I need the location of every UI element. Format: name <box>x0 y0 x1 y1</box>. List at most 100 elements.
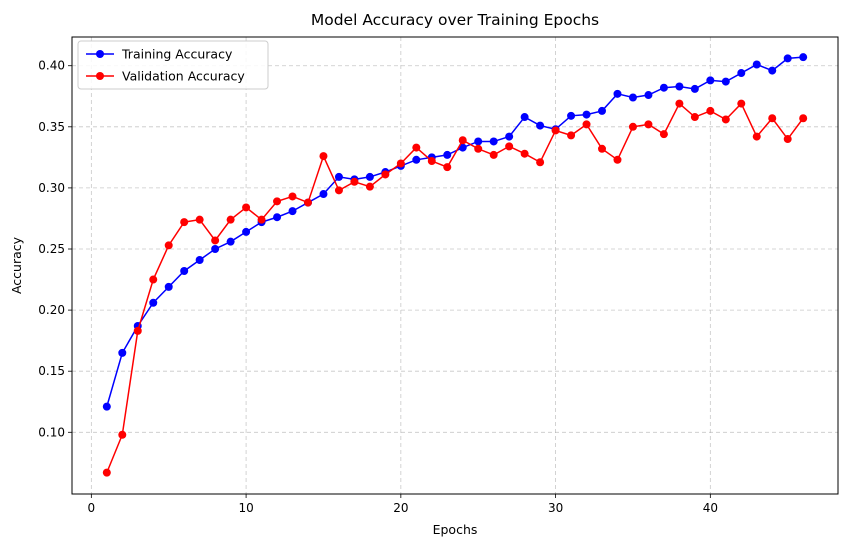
data-point-validation-accuracy <box>675 99 684 108</box>
data-point-training-accuracy <box>644 91 653 100</box>
data-point-training-accuracy <box>659 83 668 92</box>
data-point-training-accuracy <box>721 77 730 86</box>
data-point-training-accuracy <box>489 137 498 146</box>
data-point-training-accuracy <box>783 54 792 63</box>
data-point-training-accuracy <box>365 172 374 181</box>
data-point-training-accuracy <box>334 172 343 181</box>
axis-ticks: 0 10 20 30 40 0.10 0.15 0.20 0.25 0.30 0.35 0.40 <box>38 59 718 515</box>
data-point-validation-accuracy <box>737 99 746 108</box>
y-tick-label: 0.40 <box>38 59 65 73</box>
x-tick-label: 0 <box>88 501 96 515</box>
data-point-validation-accuracy <box>520 149 529 158</box>
data-point-training-accuracy <box>412 155 421 164</box>
plot-frame <box>71 36 839 495</box>
data-point-validation-accuracy <box>242 203 251 212</box>
data-point-training-accuracy <box>180 266 189 275</box>
data-point-validation-accuracy <box>365 182 374 191</box>
x-tick-label: 30 <box>548 501 563 515</box>
data-point-training-accuracy <box>628 93 637 102</box>
data-point-training-accuracy <box>319 190 328 199</box>
data-point-validation-accuracy <box>164 241 173 250</box>
data-point-training-accuracy <box>613 89 622 98</box>
chart-title: Model Accuracy over Training Epochs <box>311 11 599 29</box>
y-tick-label: 0.30 <box>38 181 65 195</box>
legend-marker-training <box>96 50 104 58</box>
data-point-validation-accuracy <box>226 215 235 224</box>
data-point-training-accuracy <box>273 213 282 222</box>
data-point-validation-accuracy <box>721 115 730 124</box>
data-point-training-accuracy <box>458 143 467 152</box>
data-point-validation-accuracy <box>505 142 514 151</box>
data-point-validation-accuracy <box>288 192 297 201</box>
y-tick-label: 0.15 <box>38 364 65 378</box>
data-point-validation-accuracy <box>474 144 483 153</box>
data-point-training-accuracy <box>443 150 452 159</box>
data-point-validation-accuracy <box>582 120 591 129</box>
data-point-training-accuracy <box>102 402 111 411</box>
data-point-validation-accuracy <box>489 150 498 159</box>
data-point-training-accuracy <box>706 76 715 85</box>
data-point-validation-accuracy <box>644 120 653 129</box>
x-axis-label: Epochs <box>433 522 478 537</box>
data-point-training-accuracy <box>505 132 514 141</box>
y-axis-label: Accuracy <box>9 236 24 294</box>
data-point-validation-accuracy <box>273 197 282 206</box>
legend-marker-validation <box>96 72 104 80</box>
data-point-validation-accuracy <box>458 136 467 145</box>
data-point-training-accuracy <box>118 348 127 357</box>
data-point-validation-accuracy <box>613 155 622 164</box>
data-point-training-accuracy <box>149 298 158 307</box>
data-point-validation-accuracy <box>706 106 715 115</box>
x-tick-label: 40 <box>703 501 718 515</box>
data-point-validation-accuracy <box>195 215 204 224</box>
data-point-validation-accuracy <box>102 468 111 477</box>
data-point-validation-accuracy <box>628 122 637 131</box>
series-line-training-accuracy <box>106 56 804 407</box>
data-point-training-accuracy <box>768 66 777 75</box>
data-point-training-accuracy <box>752 60 761 69</box>
data-point-training-accuracy <box>211 245 220 254</box>
data-point-validation-accuracy <box>752 132 761 141</box>
legend-box <box>77 40 269 90</box>
data-point-validation-accuracy <box>551 126 560 135</box>
data-point-validation-accuracy <box>598 144 607 153</box>
data-point-validation-accuracy <box>381 170 390 179</box>
data-point-validation-accuracy <box>567 131 576 140</box>
data-point-validation-accuracy <box>396 159 405 168</box>
y-tick-label: 0.10 <box>38 425 65 439</box>
legend-label-training: Training Accuracy <box>121 47 233 62</box>
data-point-validation-accuracy <box>149 275 158 284</box>
data-point-training-accuracy <box>520 113 529 122</box>
data-point-training-accuracy <box>536 121 545 130</box>
y-tick-label: 0.25 <box>38 242 65 256</box>
data-point-validation-accuracy <box>257 215 266 224</box>
data-point-training-accuracy <box>737 69 746 78</box>
data-point-validation-accuracy <box>180 218 189 227</box>
data-point-validation-accuracy <box>319 152 328 161</box>
data-point-training-accuracy <box>690 84 699 93</box>
data-point-validation-accuracy <box>412 143 421 152</box>
y-tick-label: 0.20 <box>38 303 65 317</box>
data-point-training-accuracy <box>288 207 297 216</box>
y-tick-label: 0.35 <box>38 120 65 134</box>
data-point-training-accuracy <box>226 237 235 246</box>
data-point-training-accuracy <box>598 106 607 115</box>
data-point-training-accuracy <box>582 110 591 119</box>
data-point-validation-accuracy <box>783 135 792 144</box>
data-point-training-accuracy <box>474 137 483 146</box>
data-point-validation-accuracy <box>659 130 668 139</box>
data-point-validation-accuracy <box>211 236 220 245</box>
data-point-validation-accuracy <box>427 157 436 166</box>
series-line-validation-accuracy <box>106 102 804 473</box>
data-point-training-accuracy <box>567 111 576 120</box>
series-validation-accuracy <box>102 99 808 477</box>
data-point-validation-accuracy <box>690 113 699 122</box>
data-point-validation-accuracy <box>768 114 777 123</box>
x-tick-label: 10 <box>238 501 253 515</box>
data-point-validation-accuracy <box>133 326 142 335</box>
data-point-validation-accuracy <box>443 163 452 172</box>
data-point-validation-accuracy <box>118 430 127 439</box>
legend: Training Accuracy Validation Accuracy <box>77 40 269 90</box>
